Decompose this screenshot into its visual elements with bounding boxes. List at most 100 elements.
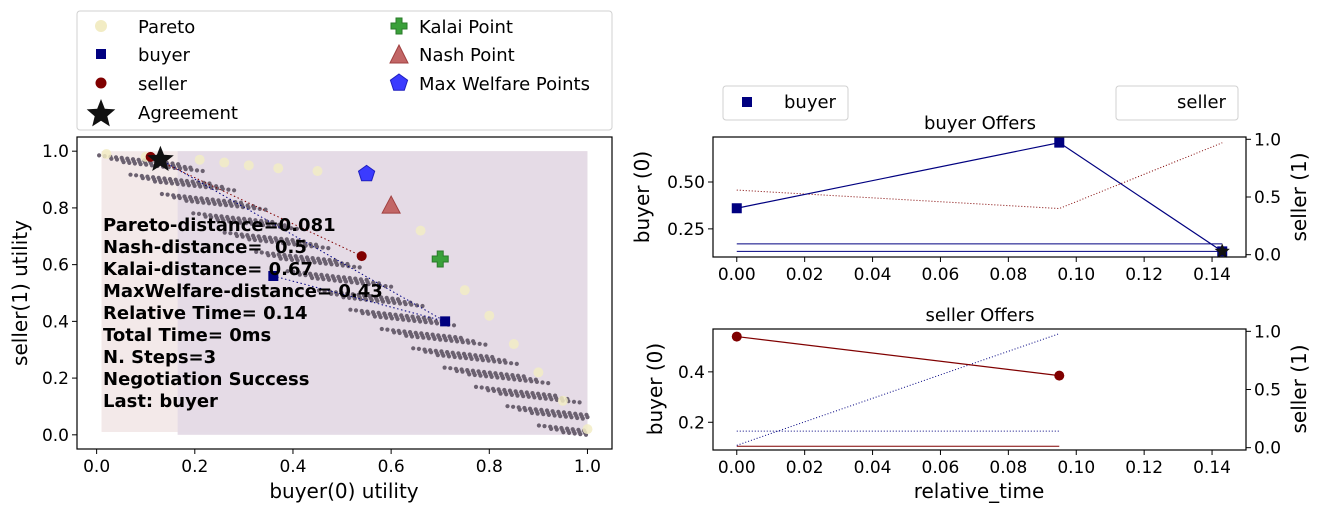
outcome-point: [259, 250, 264, 255]
outcome-point: [158, 180, 163, 185]
outcome-point: [454, 368, 459, 374]
seller-offers-title: seller Offers: [925, 305, 1034, 326]
outcome-point: [257, 206, 262, 211]
outcome-point: [221, 218, 226, 223]
outcome-point: [534, 379, 540, 384]
agreement-legend-label: Agreement: [138, 103, 238, 124]
outcome-point: [272, 253, 277, 258]
outcome-point: [234, 233, 240, 239]
outcome-point: [506, 376, 511, 381]
outcome-point: [283, 225, 288, 230]
outcome-point: [543, 396, 548, 401]
outcome-point: [326, 277, 332, 282]
outcome-point: [509, 392, 514, 397]
x-axis-label: relative_time: [914, 479, 1045, 503]
outcome-point: [491, 388, 497, 393]
y-axis-label: seller(1) utility: [8, 220, 32, 366]
outcome-point: [443, 338, 448, 343]
outcome-point: [505, 404, 510, 409]
outcome-point: [244, 221, 249, 226]
buyer-utility-line: [736, 141, 1223, 252]
outcome-point: [514, 361, 519, 366]
outcome-point: [349, 280, 354, 285]
outcome-point: [552, 413, 557, 418]
outcome-point: [473, 384, 479, 389]
y-tick-label: 0.6: [42, 256, 69, 276]
outcome-point: [164, 180, 169, 185]
outcome-point: [338, 279, 343, 284]
outcome-point: [149, 163, 154, 168]
seller-legend-marker: [95, 77, 107, 89]
buyer-offer-marker: [731, 203, 742, 214]
outcome-point: [291, 269, 296, 274]
outcome-point: [483, 342, 488, 347]
outcome-point: [358, 297, 363, 302]
x-tick-label: 0.0: [83, 457, 110, 477]
outcome-point: [472, 341, 477, 346]
outcome-point: [397, 330, 402, 336]
outcome-point: [572, 431, 577, 436]
outcome-point: [289, 226, 294, 231]
outcome-point: [312, 260, 317, 265]
outcome-point: [411, 346, 416, 351]
outcome-point: [97, 153, 102, 158]
outcome-point: [486, 358, 491, 363]
outcome-point: [127, 160, 132, 165]
outcome-point: [546, 412, 552, 417]
outcome-point: [172, 195, 177, 200]
outcome-point: [580, 416, 585, 421]
outcome-point: [220, 186, 225, 192]
outcome-point: [479, 385, 484, 390]
outcome-point: [467, 372, 472, 377]
outcome-point: [458, 355, 463, 360]
buyer-offer-point: [268, 270, 279, 281]
outcome-point: [335, 262, 340, 267]
buyer-legend-label: buyer: [784, 92, 837, 113]
x-tick-label: 0.4: [279, 457, 306, 477]
stat-line: Nash-distance= 0.5: [103, 237, 307, 258]
agreement-point: [147, 145, 174, 171]
outcome-point: [298, 242, 303, 248]
outcome-point: [232, 219, 237, 225]
outcome-point: [240, 234, 245, 239]
buyer-offers-axes: 0.00 0.02 0.04 0.06 0.08 0.10 0.12 0.140.250.50…: [667, 130, 1281, 285]
outcome-point: [378, 315, 383, 320]
outcome-point: [258, 238, 263, 243]
outcome-point: [409, 302, 414, 307]
outcome-point: [355, 280, 360, 286]
seller-offers-series: [731, 331, 1065, 447]
buyer-offers-plot: buyer seller buyer Offers 0.00 0.02 0.04 0.…: [630, 85, 1311, 285]
y-tick-label: 1.0: [42, 142, 69, 162]
x-tick-label: 0.00: [718, 265, 756, 285]
seller-trajectory: [150, 156, 362, 257]
utility-regions: [101, 151, 588, 435]
outcome-point: [203, 214, 208, 219]
outcome-point: [409, 334, 415, 339]
seller-offer-point: [356, 251, 367, 262]
outcome-point: [438, 337, 443, 342]
outcome-point: [114, 157, 120, 162]
outcome-point: [222, 230, 227, 235]
outcome-point: [195, 200, 200, 205]
x-tick-label: 0.10: [1057, 458, 1095, 478]
outcome-point: [375, 298, 380, 304]
buyer-offer-point: [440, 316, 451, 327]
outcome-point: [297, 272, 302, 277]
outcome-point: [284, 257, 289, 262]
outcome-point: [478, 373, 483, 378]
outcome-point: [451, 323, 457, 328]
outcome-point: [360, 311, 365, 316]
outcome-point: [379, 326, 384, 332]
stat-line: Kalai-distance= 0.67: [103, 259, 313, 280]
seller-legend-label: seller: [138, 74, 188, 95]
outcome-point: [215, 186, 220, 191]
seller-offers-axes: 0.00 0.02 0.04 0.06 0.08 0.10 0.12 0.14 0.2 0.4 0.…: [678, 322, 1281, 478]
seller-offers-frame: [712, 328, 1247, 451]
x-tick-label: 0.06: [922, 458, 960, 478]
outcome-point: [343, 279, 349, 284]
outcome-point: [277, 224, 283, 230]
y-tick-label: 0.8: [42, 199, 69, 219]
outcome-point: [575, 415, 580, 421]
outcome-point: [278, 256, 283, 261]
